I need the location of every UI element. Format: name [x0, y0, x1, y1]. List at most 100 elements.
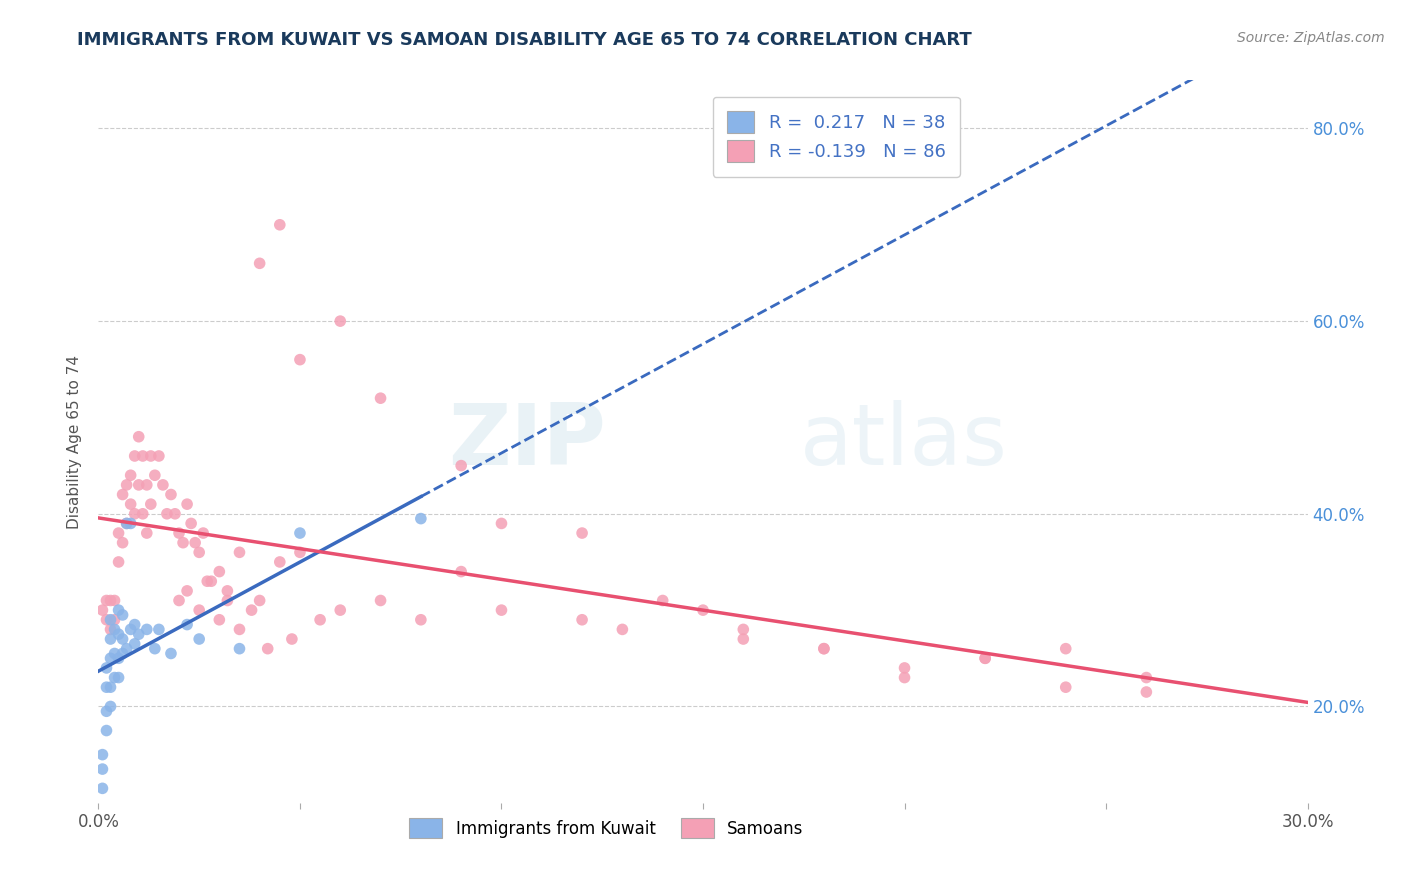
- Point: [893, 661, 915, 675]
- Point: [269, 218, 291, 232]
- Point: [813, 641, 835, 656]
- Point: [974, 651, 997, 665]
- Point: [195, 574, 218, 589]
- Point: [309, 613, 332, 627]
- Point: [91, 603, 114, 617]
- Point: [128, 430, 150, 444]
- Point: [156, 507, 179, 521]
- Point: [96, 704, 118, 718]
- Point: [100, 613, 122, 627]
- Point: [370, 593, 392, 607]
- Point: [692, 603, 714, 617]
- Point: [115, 478, 138, 492]
- Point: [148, 449, 170, 463]
- Point: [288, 352, 311, 367]
- Point: [228, 623, 250, 637]
- Legend: Immigrants from Kuwait, Samoans: Immigrants from Kuwait, Samoans: [402, 812, 810, 845]
- Point: [208, 565, 231, 579]
- Point: [124, 637, 146, 651]
- Point: [96, 613, 118, 627]
- Point: [180, 516, 202, 531]
- Point: [120, 516, 142, 531]
- Point: [120, 468, 142, 483]
- Point: [132, 507, 155, 521]
- Text: IMMIGRANTS FROM KUWAIT VS SAMOAN DISABILITY AGE 65 TO 74 CORRELATION CHART: IMMIGRANTS FROM KUWAIT VS SAMOAN DISABIL…: [77, 31, 972, 49]
- Point: [100, 680, 122, 694]
- Point: [152, 478, 174, 492]
- Point: [132, 449, 155, 463]
- Point: [107, 671, 129, 685]
- Point: [148, 623, 170, 637]
- Point: [120, 497, 142, 511]
- Point: [103, 647, 125, 661]
- Point: [107, 627, 129, 641]
- Point: [103, 593, 125, 607]
- Point: [491, 603, 513, 617]
- Point: [167, 526, 190, 541]
- Point: [100, 699, 122, 714]
- Point: [228, 545, 250, 559]
- Point: [103, 671, 125, 685]
- Point: [107, 526, 129, 541]
- Point: [135, 478, 157, 492]
- Point: [249, 256, 271, 270]
- Point: [612, 623, 634, 637]
- Point: [571, 526, 593, 541]
- Point: [91, 781, 114, 796]
- Point: [329, 603, 352, 617]
- Point: [128, 627, 150, 641]
- Point: [143, 468, 166, 483]
- Point: [124, 449, 146, 463]
- Point: [96, 661, 118, 675]
- Point: [217, 583, 239, 598]
- Point: [111, 487, 134, 501]
- Point: [111, 607, 134, 622]
- Point: [96, 593, 118, 607]
- Point: [100, 651, 122, 665]
- Point: [491, 516, 513, 531]
- Point: [409, 511, 432, 525]
- Point: [217, 593, 239, 607]
- Point: [103, 623, 125, 637]
- Point: [107, 555, 129, 569]
- Point: [128, 478, 150, 492]
- Point: [1135, 671, 1157, 685]
- Point: [124, 617, 146, 632]
- Point: [176, 497, 198, 511]
- Point: [288, 545, 311, 559]
- Point: [1054, 680, 1077, 694]
- Point: [208, 613, 231, 627]
- Point: [1135, 685, 1157, 699]
- Point: [100, 593, 122, 607]
- Point: [96, 723, 118, 738]
- Point: [228, 641, 250, 656]
- Text: atlas: atlas: [800, 400, 1008, 483]
- Point: [281, 632, 304, 646]
- Y-axis label: Disability Age 65 to 74: Disability Age 65 to 74: [67, 354, 83, 529]
- Point: [160, 487, 183, 501]
- Point: [733, 623, 755, 637]
- Point: [111, 535, 134, 549]
- Point: [571, 613, 593, 627]
- Point: [188, 545, 211, 559]
- Point: [193, 526, 215, 541]
- Text: Source: ZipAtlas.com: Source: ZipAtlas.com: [1237, 31, 1385, 45]
- Point: [176, 583, 198, 598]
- Point: [107, 603, 129, 617]
- Point: [103, 613, 125, 627]
- Point: [120, 623, 142, 637]
- Point: [115, 516, 138, 531]
- Point: [450, 565, 472, 579]
- Point: [91, 747, 114, 762]
- Point: [329, 314, 352, 328]
- Point: [135, 526, 157, 541]
- Point: [115, 516, 138, 531]
- Point: [163, 507, 186, 521]
- Point: [974, 651, 997, 665]
- Point: [450, 458, 472, 473]
- Point: [813, 641, 835, 656]
- Point: [139, 497, 162, 511]
- Point: [176, 617, 198, 632]
- Point: [188, 632, 211, 646]
- Point: [111, 632, 134, 646]
